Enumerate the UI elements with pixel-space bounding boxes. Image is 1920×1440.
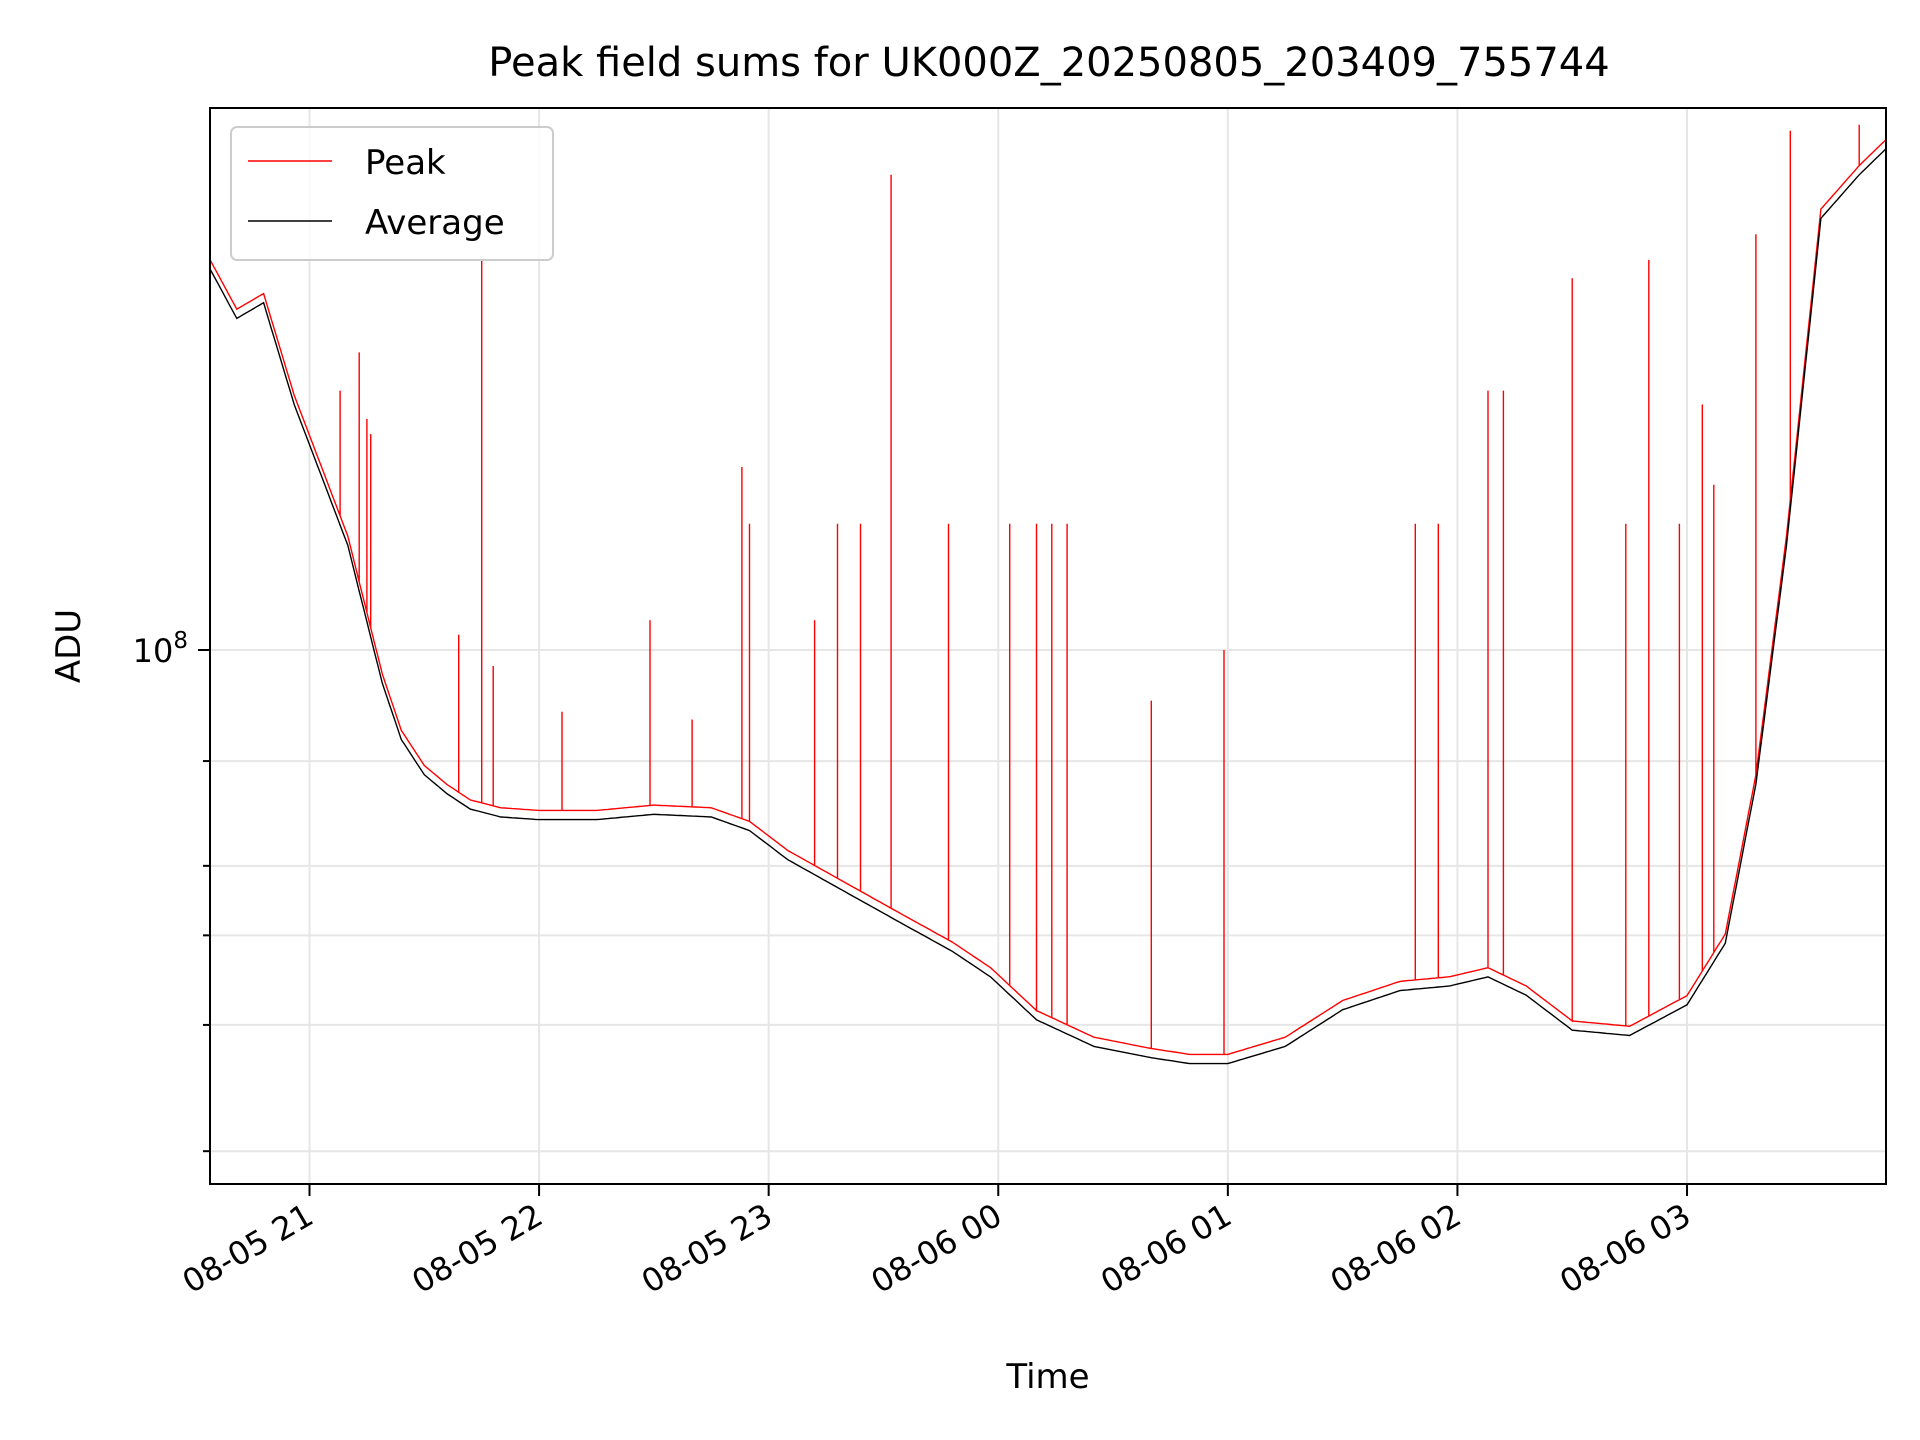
series-line-peak — [209, 124, 1887, 1056]
legend-label-average: Average — [365, 203, 505, 243]
series-layer — [209, 124, 1887, 1065]
y-axis-label: ADU — [49, 609, 89, 683]
chart-title: Peak field sums for UK000Z_20250805_2034… — [488, 40, 1609, 86]
plot-frame — [209, 107, 1887, 1185]
y-tick-label: 108 — [133, 628, 188, 670]
legend-label-peak: Peak — [365, 143, 446, 183]
legend: Peak Average — [230, 126, 554, 261]
grid-lines — [210, 108, 1886, 1184]
series-line-average — [209, 148, 1887, 1065]
x-axis-label: Time — [1005, 1357, 1089, 1397]
